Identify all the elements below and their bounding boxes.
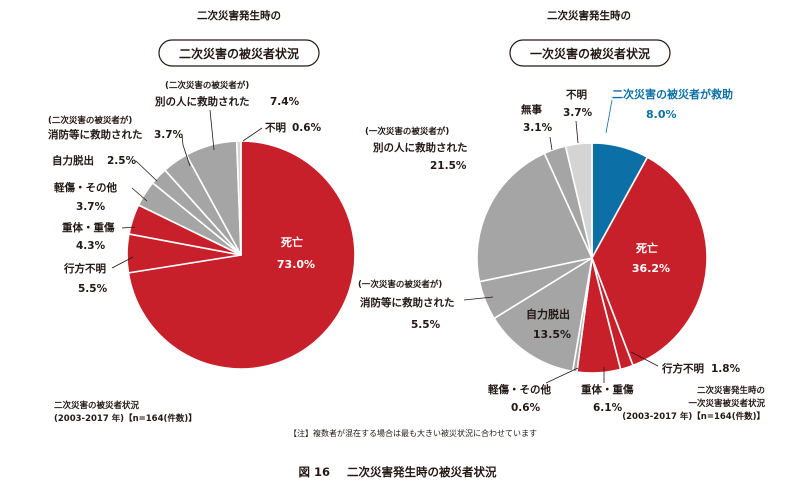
- left-label-fire-value: 3.7%: [154, 129, 184, 141]
- right-label-other-value: 21.5%: [430, 160, 467, 172]
- left-leader-other: [209, 109, 215, 151]
- right-label-blue-name: 二次災害の被災者が救助: [612, 87, 733, 101]
- right-label-serious-name: 重体・重傷: [581, 383, 634, 396]
- left-label-death-value: 73.0%: [277, 258, 315, 271]
- left-slice-label-missing: 行方不明 5.5%: [63, 256, 134, 295]
- left-label-self-name: 自力脱出: [52, 154, 94, 167]
- right-pie-slice-7: [476, 152, 593, 283]
- left-label-other-name: 別の人に救助された: [154, 95, 250, 108]
- right-label-fire-value: 5.5%: [411, 319, 441, 331]
- left-label-fire-prefix: (二次災害の被災者が): [48, 115, 132, 126]
- right-note-line-3: (2003-2017 年)【n=164(件数)】: [622, 411, 765, 422]
- right-slice-label-light: 軽傷・その他 0.6%: [488, 367, 579, 414]
- right-slice-label-death: 死亡 36.2%: [632, 241, 670, 275]
- right-label-death-name: 死亡: [636, 241, 658, 255]
- left-leader-light: [131, 187, 148, 202]
- right-leader-fire: [463, 296, 494, 301]
- right-leader-safe: [549, 136, 553, 151]
- left-slice-label-serious: 重体・重傷 4.3%: [62, 221, 136, 252]
- left-slice-label-unknown: 不明 0.6%: [242, 122, 322, 142]
- right-slice-label-serious: 重体・重傷 6.1%: [581, 367, 634, 414]
- left-chart-overline: 二次災害発生時の: [197, 9, 281, 22]
- left-pie-slice-7: [235, 140, 242, 256]
- right-label-other-name: 別の人に救助された: [372, 141, 468, 154]
- right-chart-title-box: [509, 39, 671, 67]
- left-label-death-name: 死亡: [281, 235, 303, 249]
- left-note-line-2: (2003-2017 年)【n=164(件数)】: [54, 413, 197, 424]
- figure-caption: 二次災害発生時の被災者状況: [347, 465, 497, 479]
- right-chart-title: 一次災害の被災者状況: [530, 46, 650, 61]
- right-label-light-name: 軽傷・その他: [488, 383, 551, 396]
- right-pie-slice-1: [591, 156, 708, 367]
- right-slice-label-other-rescue: (一次災害の被災者が) 別の人に救助された 21.5%: [365, 126, 468, 172]
- right-slice-label-rescued-by-secondary: 二次災害の被災者が救助 8.0%: [605, 87, 733, 134]
- right-note-line-1: 二次災害発生時の: [697, 385, 765, 396]
- right-slice-label-self: 自力脱出 13.5%: [526, 307, 571, 341]
- left-label-serious-value: 4.3%: [76, 240, 106, 252]
- left-label-light-value: 3.7%: [76, 201, 106, 213]
- right-label-blue-value: 8.0%: [646, 108, 677, 121]
- right-label-safe-name: 無事: [521, 103, 542, 116]
- right-label-unknown-value: 3.7%: [563, 107, 593, 119]
- left-slice-label-self: 自力脱出 2.5%: [52, 154, 158, 182]
- left-slice-label-death: 死亡 73.0%: [277, 235, 315, 271]
- figure-number: 図 16: [298, 465, 330, 479]
- left-leader-serious: [121, 226, 136, 229]
- right-label-missing-name: 行方不明: [661, 362, 704, 375]
- left-slice-label-fire-rescue: (二次災害の被災者が) 消防等に救助された 3.7%: [48, 115, 191, 167]
- left-leader-self: [135, 160, 158, 182]
- right-label-safe-value: 3.1%: [523, 122, 553, 134]
- left-chart-title: 二次災害の被災者状況: [179, 46, 299, 61]
- right-slice-label-safe: 無事 3.1%: [521, 103, 553, 151]
- right-pie: [476, 142, 708, 374]
- right-label-death-value: 36.2%: [632, 262, 670, 275]
- left-leader-fire: [181, 134, 191, 167]
- left-chart-title-box: [158, 39, 320, 67]
- right-note-line-2: 一次災害被災者状況: [688, 398, 765, 409]
- left-slice-label-other-rescue: (二次災害の被災者が) 別の人に救助された 7.4%: [154, 80, 300, 151]
- right-label-self-name: 自力脱出: [526, 307, 570, 321]
- right-slice-label-fire-rescue: (一次災害の被災者が) 消防等に救助された 5.5%: [358, 279, 494, 331]
- right-label-serious-value: 6.1%: [593, 402, 623, 414]
- right-leader-light: [545, 367, 579, 384]
- right-label-unknown-name: 不明: [566, 89, 587, 101]
- left-label-fire-name: 消防等に救助された: [48, 128, 143, 141]
- left-label-missing-value: 5.5%: [78, 283, 108, 295]
- left-label-unknown-value: 0.6%: [292, 122, 322, 134]
- right-label-other-prefix: (一次災害の被災者が): [365, 126, 449, 137]
- left-label-other-prefix: (二次災害の被災者が): [165, 80, 249, 91]
- left-slice-label-light: 軽傷・その他 3.7%: [54, 181, 148, 213]
- right-chart-overline: 二次災害発生時の: [547, 9, 631, 22]
- right-label-missing-value: 1.8%: [711, 363, 741, 375]
- right-leader-blue: [605, 99, 613, 134]
- right-leader-missing: [630, 351, 659, 367]
- right-label-fire-prefix: (一次災害の被災者が): [358, 279, 442, 290]
- right-slice-label-missing: 行方不明 1.8%: [630, 351, 741, 375]
- right-label-light-value: 0.6%: [511, 402, 541, 414]
- left-label-self-value: 2.5%: [107, 155, 137, 167]
- left-label-missing-name: 行方不明: [63, 262, 106, 275]
- left-leader-missing: [111, 256, 134, 269]
- right-pie-slice-5: [493, 257, 593, 373]
- left-pie: [126, 140, 356, 370]
- right-leader-unknown: [575, 120, 579, 144]
- footnote: 【注】複数者が混在する場合は最も大きい被災状況に合わせています: [289, 428, 537, 438]
- left-leader-unknown: [242, 127, 263, 142]
- right-pie-slice-9: [564, 142, 593, 259]
- left-label-unknown-name: 不明: [265, 122, 286, 134]
- right-slice-label-unknown: 不明 3.7%: [563, 89, 593, 144]
- left-label-serious-name: 重体・重傷: [62, 221, 115, 234]
- right-label-fire-name: 消防等に救助された: [360, 296, 455, 309]
- left-label-other-value: 7.4%: [270, 96, 300, 108]
- right-label-self-value: 13.5%: [533, 328, 571, 341]
- left-label-light-name: 軽傷・その他: [54, 181, 117, 194]
- left-note-line-1: 二次災害の被災者状況: [54, 400, 140, 411]
